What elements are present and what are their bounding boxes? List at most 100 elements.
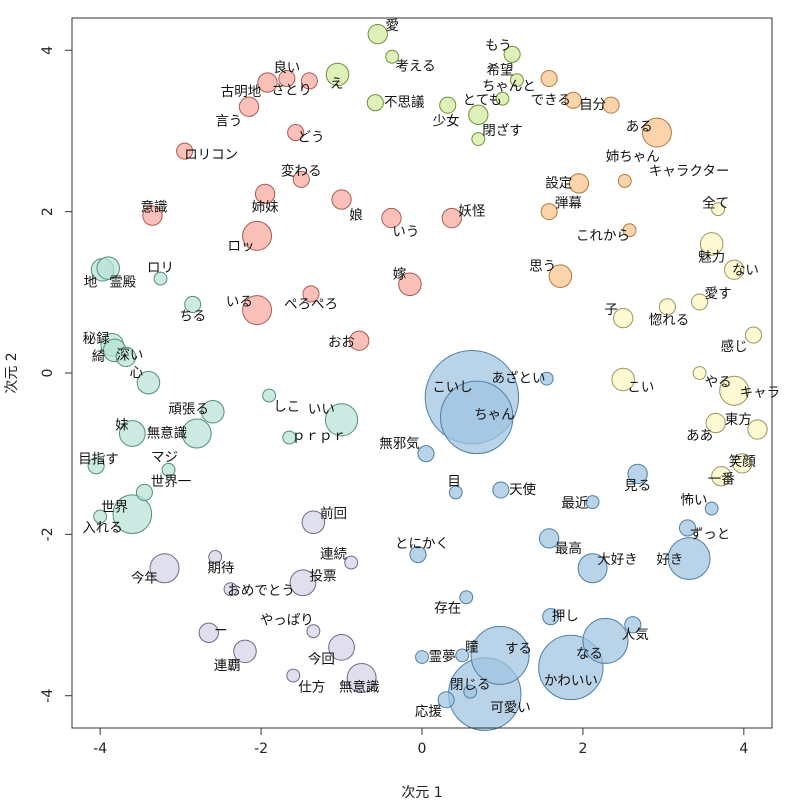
bubble-子 (612, 307, 634, 329)
x-tick-label: -2 (254, 741, 268, 757)
word-label: 世界 (101, 500, 128, 516)
bubble-ぺろぺろ (302, 285, 320, 303)
word-label: キャラ (740, 385, 781, 401)
word-label: 考える (396, 58, 436, 74)
word-label: できる (531, 92, 571, 108)
word-label: いる (226, 294, 253, 310)
bubble-存在 (459, 590, 474, 605)
bubble-良い (278, 69, 296, 88)
bubble-いる (242, 295, 273, 326)
word-label: ちゃん (474, 407, 515, 423)
word-label: 仕方 (298, 680, 325, 696)
bubble-やる (692, 366, 707, 380)
word-label: 自分 (579, 97, 606, 113)
bubble-感じ (744, 326, 763, 344)
bubble-ｐｒｐｒ (282, 430, 297, 445)
bubble-瞳 (455, 648, 470, 663)
word-label: 霊夢 (429, 649, 456, 665)
y-axis: -4 -2 0 2 4 (40, 46, 72, 703)
word-label: 連覇 (214, 658, 241, 674)
word-label: 瞳 (465, 638, 479, 655)
bubble-しこ (262, 388, 277, 403)
bubble-嫁 (398, 272, 422, 297)
word-label: 見る (624, 478, 651, 494)
bubble-これから (622, 223, 637, 238)
bubble-ちゃんと (495, 91, 510, 106)
word-label: 前回 (320, 505, 347, 522)
bubble-霊殿 (96, 256, 120, 280)
bubble-無邪気 (417, 445, 435, 463)
word-label: ちる (179, 309, 206, 325)
bubble-ずっと (678, 519, 697, 537)
bubble-ない (724, 259, 745, 280)
bubble-少女 (439, 96, 457, 114)
word-label: 怖い (680, 491, 707, 508)
bubble-いう (381, 207, 402, 229)
word-label: おお (328, 334, 355, 350)
bubble-姉ちゃん (641, 117, 672, 148)
word-label: 全て (702, 195, 729, 212)
bubble-layer (87, 23, 768, 731)
word-label: 設定 (545, 175, 572, 191)
word-label: いう (392, 224, 419, 240)
bubble-惚れる (658, 298, 676, 316)
word-label: 閉ざす (482, 122, 523, 139)
word-label: 変わる (281, 162, 322, 179)
bubble-娘 (331, 189, 352, 210)
word-label: 古明地 (221, 84, 262, 100)
bubble-とても (468, 104, 489, 125)
bubble-全て (711, 202, 726, 217)
bubble-怖い (704, 501, 719, 516)
word-label: 最高 (555, 540, 582, 557)
word-label: 愛す (705, 286, 732, 302)
word-label: 意識 (141, 199, 168, 216)
bubble-ああ (747, 419, 768, 440)
bubble-閉じる (463, 684, 478, 699)
bubble-おお (349, 330, 370, 351)
word-label: ロリコン (184, 147, 238, 163)
word-label: キャラクター (649, 163, 729, 179)
word-label: 心 (130, 365, 144, 381)
bubble-一番 (711, 466, 732, 487)
bubble-今年 (149, 553, 180, 584)
word-label: ずっと (690, 526, 731, 542)
word-label: いい (308, 401, 335, 417)
word-label: マジ (151, 450, 178, 466)
bubble-もう (503, 45, 521, 63)
word-label: 言う (215, 113, 242, 129)
y-tick-label: 2 (40, 207, 56, 216)
bubble-入れる (112, 494, 153, 535)
word-label: やっぱり (260, 613, 314, 629)
word-label: 目指す (78, 451, 119, 467)
word-label: こい (627, 380, 654, 396)
word-label: 東方 (725, 412, 752, 428)
word-label: 天使 (509, 481, 537, 498)
bubble-ー (198, 622, 219, 643)
x-tick-label: 4 (739, 741, 748, 757)
word-label: 感じ (721, 338, 748, 355)
word-label: とても (463, 92, 502, 108)
bubble-好き (667, 537, 711, 580)
word-label: 深い (116, 347, 143, 363)
x-axis-title: 次元 1 (401, 785, 442, 800)
bubble-ある (602, 96, 620, 114)
bubble-不思議 (366, 94, 384, 112)
bubble-やっぱり (306, 624, 321, 639)
word-label: 人気 (622, 627, 649, 643)
bubble-頑張る (201, 399, 225, 424)
bubble-投票 (289, 569, 317, 597)
bubble-愛す (691, 293, 709, 311)
bubble-キャラクター (617, 174, 632, 188)
word-label: ロリ (147, 260, 174, 276)
word-label: 存在 (434, 601, 461, 617)
y-tick-label: 0 (40, 369, 56, 378)
bubble-どう (287, 124, 305, 142)
word-label: さとり (271, 83, 312, 99)
word-label: 姉妹 (252, 200, 279, 216)
bubble-意識 (142, 205, 163, 226)
word-label: ロッ (227, 238, 254, 254)
x-tick-label: 2 (578, 741, 587, 757)
bubble-最高 (538, 528, 560, 549)
bubble-目指す (87, 457, 105, 475)
bubble-世界 (93, 509, 108, 524)
